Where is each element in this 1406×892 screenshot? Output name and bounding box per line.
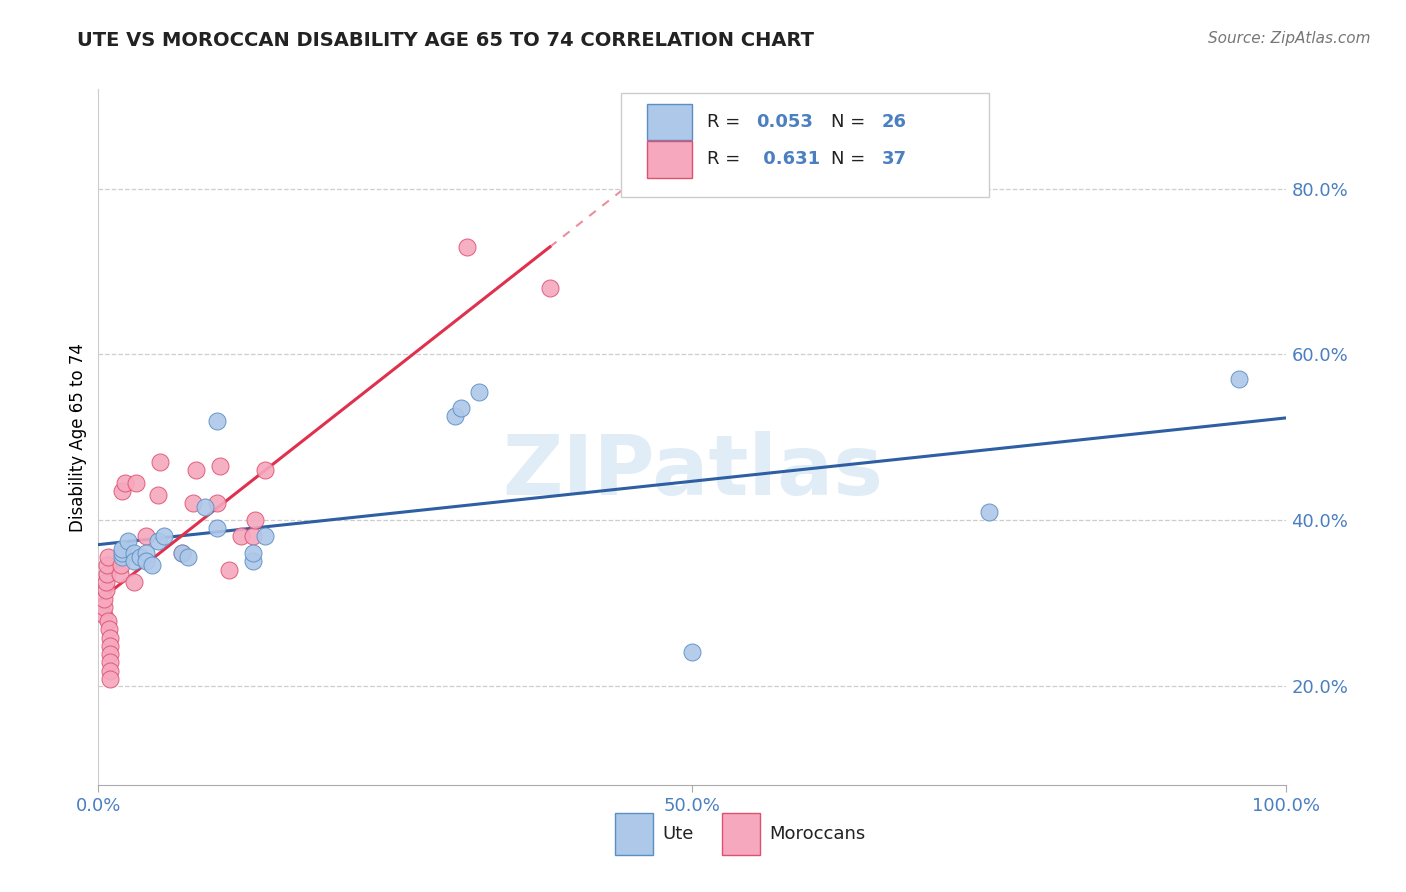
Point	[253, 529, 276, 543]
Bar	[616, 813, 654, 855]
Point	[98, 672, 121, 686]
Point	[218, 563, 240, 577]
Text: Source: ZipAtlas.com: Source: ZipAtlas.com	[1208, 31, 1371, 46]
Point	[207, 413, 229, 427]
Point	[94, 574, 117, 589]
Text: ZIPatlas: ZIPatlas	[502, 432, 883, 512]
Point	[114, 475, 136, 490]
Point	[146, 533, 169, 548]
Text: 26: 26	[882, 113, 907, 131]
Point	[96, 566, 118, 581]
FancyBboxPatch shape	[621, 93, 990, 197]
Point	[229, 529, 252, 543]
Point	[1227, 372, 1250, 386]
Text: Moroccans: Moroccans	[769, 825, 866, 843]
Point	[456, 239, 478, 253]
Point	[444, 409, 467, 424]
Point	[98, 639, 121, 653]
Point	[98, 631, 121, 645]
Point	[242, 546, 264, 560]
Point	[125, 475, 148, 490]
Point	[98, 622, 121, 636]
Point	[141, 558, 163, 573]
Point	[122, 554, 145, 568]
Point	[111, 550, 134, 565]
Point	[242, 554, 264, 568]
Text: R =: R =	[707, 113, 745, 131]
Point	[97, 614, 120, 628]
Point	[135, 546, 157, 560]
Point	[111, 483, 134, 498]
Point	[93, 599, 115, 614]
Point	[183, 496, 205, 510]
Point	[245, 513, 267, 527]
Point	[93, 591, 115, 606]
Point	[450, 401, 472, 415]
Point	[110, 558, 132, 573]
Point	[242, 529, 264, 543]
Point	[176, 550, 198, 565]
Point	[170, 546, 193, 560]
Point	[207, 521, 229, 535]
Bar	[647, 103, 693, 140]
Point	[194, 500, 217, 515]
Text: R =: R =	[707, 151, 745, 169]
Text: 37: 37	[882, 151, 907, 169]
Bar	[647, 141, 693, 178]
Point	[98, 647, 121, 661]
Point	[122, 574, 145, 589]
Point	[117, 533, 139, 548]
Point	[170, 546, 193, 560]
Point	[98, 656, 121, 670]
Point	[122, 546, 145, 560]
Point	[111, 541, 134, 556]
Point	[96, 558, 118, 573]
Point	[97, 550, 120, 565]
Point	[111, 546, 134, 560]
Point	[146, 488, 169, 502]
Y-axis label: Disability Age 65 to 74: Disability Age 65 to 74	[69, 343, 87, 532]
Point	[98, 664, 121, 678]
Point	[129, 550, 152, 565]
Point	[135, 529, 157, 543]
Text: N =: N =	[831, 113, 872, 131]
Text: Ute: Ute	[662, 825, 695, 843]
Point	[253, 463, 276, 477]
Point	[208, 458, 231, 473]
Text: N =: N =	[831, 151, 872, 169]
Point	[207, 496, 229, 510]
Point	[979, 505, 1001, 519]
Text: UTE VS MOROCCAN DISABILITY AGE 65 TO 74 CORRELATION CHART: UTE VS MOROCCAN DISABILITY AGE 65 TO 74 …	[77, 31, 814, 50]
Point	[152, 529, 174, 543]
Point	[108, 566, 131, 581]
Point	[149, 455, 172, 469]
Point	[538, 281, 561, 295]
Text: 0.053: 0.053	[756, 113, 814, 131]
Point	[135, 554, 157, 568]
Point	[467, 384, 489, 399]
Bar	[723, 813, 761, 855]
Point	[184, 463, 207, 477]
Point	[93, 608, 115, 623]
Point	[681, 645, 703, 659]
Text: 0.631: 0.631	[756, 151, 820, 169]
Point	[94, 583, 117, 598]
